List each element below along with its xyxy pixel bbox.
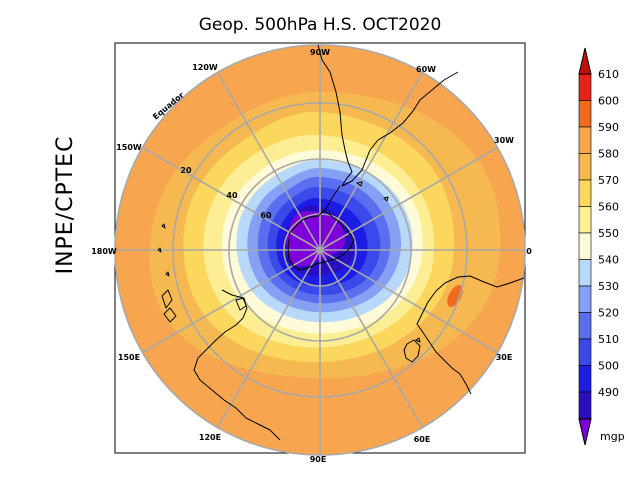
colorbar-level-label: 600: [598, 95, 619, 108]
lon-label-90e: 90E: [310, 455, 327, 464]
lon-label-120e: 120E: [199, 433, 221, 442]
colorbar-box: [578, 259, 592, 287]
kerguelen: [415, 337, 421, 343]
colorbar-level-label: 500: [598, 360, 619, 373]
colorbar-box: [578, 100, 592, 128]
lon-label-150w: 150W: [116, 143, 142, 152]
lon-label-0: 0: [526, 247, 532, 256]
meridian-line: [142, 146, 321, 251]
coastlines: [157, 44, 525, 441]
colorbar-level-label: 540: [598, 254, 619, 267]
colorbar-max-arrow: [578, 47, 592, 75]
lat-label-40: 40: [226, 191, 238, 200]
lon-label-90w: 90W: [310, 48, 330, 57]
colorbar-level-label: 490: [598, 386, 619, 399]
colorbar: 610600590580570560550540530520510500490 …: [578, 47, 625, 446]
colorbar-box: [578, 73, 592, 101]
lon-label-60w: 60W: [416, 65, 436, 74]
new-zealand-north: [161, 289, 173, 309]
meridian-line: [142, 249, 321, 354]
south-america-coast: [317, 44, 459, 187]
antarctic-peninsula: [323, 185, 341, 213]
colorbar-box: [578, 153, 592, 181]
colorbar-level-label: 590: [598, 121, 619, 134]
colorbar-box: [578, 179, 592, 207]
colorbar-boxes: [578, 73, 592, 419]
africa-coast: [416, 275, 525, 395]
meridian-line: [216, 72, 321, 251]
lon-label-30w: 30W: [494, 136, 514, 145]
lon-label-150e: 150E: [118, 353, 140, 362]
colorbar-level-label: 580: [598, 148, 619, 161]
colorbar-box: [578, 365, 592, 393]
colorbar-box: [578, 206, 592, 234]
meridian-line: [319, 249, 424, 428]
lon-label-180w: 180W: [91, 247, 117, 256]
colorbar-labels: 610 600 590 580 570 560 550 540 530 520 510 500 490: [598, 68, 619, 399]
colorbar-box: [578, 126, 592, 154]
lat-label-60: 60: [260, 211, 272, 220]
core-below-490: [286, 211, 346, 267]
pacific-islands: [157, 223, 170, 277]
lon-label-120w: 120W: [192, 63, 218, 72]
tasmania: [235, 297, 247, 311]
colorbar-level-label: 560: [598, 201, 619, 214]
lat-label-20: 20: [180, 166, 192, 175]
australia-coast: [193, 289, 281, 441]
meridian-line: [319, 249, 498, 354]
falklands: [356, 181, 363, 187]
colorbar-level-label: 550: [598, 227, 619, 240]
colorbar-min-arrow: [578, 418, 592, 446]
longitude-labels: 90W 60W 30W 0 30E 60E 90E 120E 150E 180W…: [91, 48, 532, 464]
figure-title: Geop. 500hPa H.S. OCT2020: [199, 15, 442, 35]
colorbar-level-label: 530: [598, 280, 619, 293]
meridian-line: [216, 249, 321, 428]
antarctica-coast: [287, 210, 355, 271]
local-maximum-blob: [447, 285, 463, 307]
colorbar-box: [578, 312, 592, 340]
colorbar-unit: mgp: [600, 430, 625, 443]
lon-label-30e: 30E: [496, 353, 513, 362]
colorbar-level-label: 510: [598, 333, 619, 346]
south-georgia: [383, 196, 389, 202]
lon-label-60e: 60E: [414, 435, 431, 444]
colorbar-box: [578, 232, 592, 260]
colorbar-level-label: 570: [598, 174, 619, 187]
colorbar-box: [578, 391, 592, 419]
colorbar-box: [578, 338, 592, 366]
credit-label: INPE/CPTEC: [53, 136, 78, 275]
colorbar-level-label: 610: [598, 68, 619, 81]
madagascar: [403, 339, 421, 363]
colorbar-level-label: 520: [598, 307, 619, 320]
colorbar-box: [578, 285, 592, 313]
new-zealand-south: [163, 307, 177, 323]
